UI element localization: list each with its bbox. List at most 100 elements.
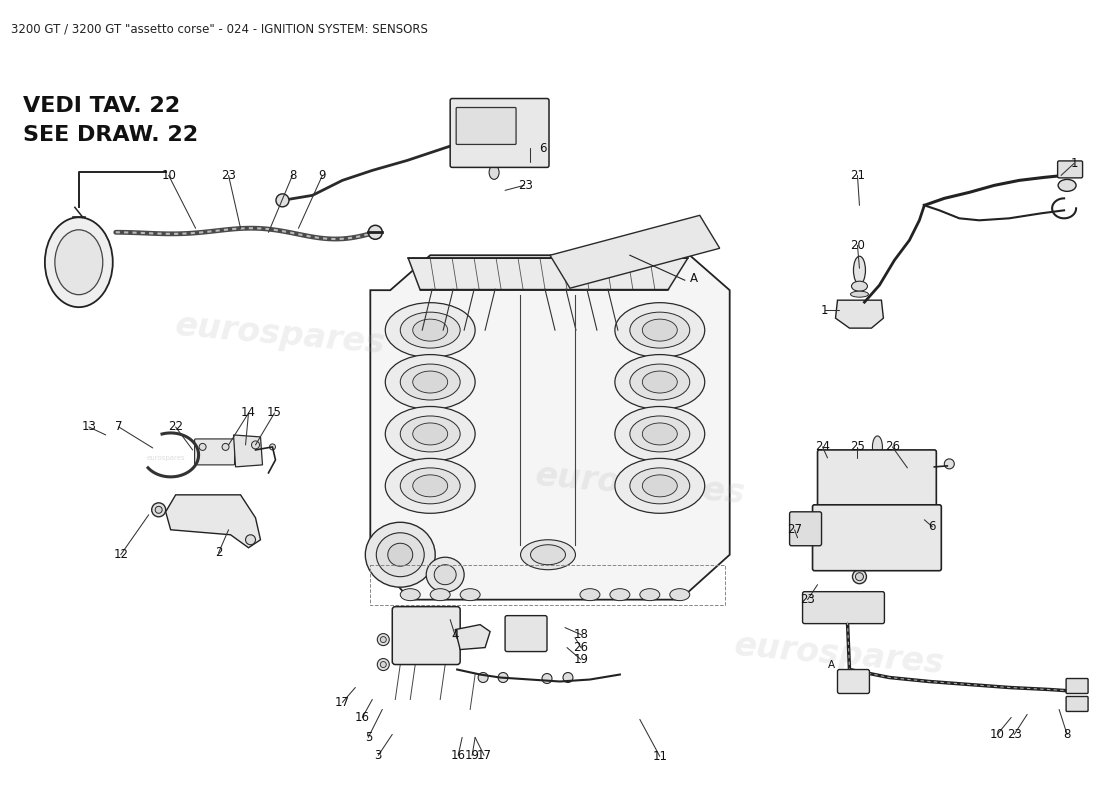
- Ellipse shape: [825, 547, 834, 556]
- Ellipse shape: [642, 475, 678, 497]
- Ellipse shape: [412, 371, 448, 393]
- Ellipse shape: [412, 475, 448, 497]
- Ellipse shape: [439, 624, 448, 631]
- FancyBboxPatch shape: [1066, 697, 1088, 711]
- Ellipse shape: [615, 406, 705, 462]
- Text: 1: 1: [821, 304, 828, 317]
- Ellipse shape: [439, 646, 448, 654]
- FancyBboxPatch shape: [837, 670, 869, 694]
- Ellipse shape: [1058, 179, 1076, 191]
- Text: 5: 5: [364, 731, 372, 744]
- FancyBboxPatch shape: [1066, 678, 1088, 694]
- Text: eurospares: eurospares: [733, 629, 946, 680]
- Ellipse shape: [542, 674, 552, 683]
- Ellipse shape: [245, 534, 255, 545]
- Ellipse shape: [404, 624, 411, 631]
- FancyBboxPatch shape: [790, 512, 822, 546]
- Ellipse shape: [803, 530, 808, 534]
- Text: VEDI TAV. 22: VEDI TAV. 22: [23, 95, 180, 115]
- Ellipse shape: [412, 319, 448, 341]
- Ellipse shape: [252, 441, 260, 449]
- Ellipse shape: [490, 166, 499, 179]
- Ellipse shape: [222, 443, 229, 450]
- Text: 1: 1: [1070, 157, 1078, 170]
- Text: 12: 12: [113, 548, 129, 562]
- Text: 19: 19: [464, 749, 480, 762]
- Ellipse shape: [630, 416, 690, 452]
- Text: 20: 20: [850, 238, 865, 252]
- Ellipse shape: [520, 540, 575, 570]
- Ellipse shape: [400, 468, 460, 504]
- Ellipse shape: [434, 565, 456, 585]
- FancyBboxPatch shape: [803, 592, 884, 624]
- Text: 8: 8: [1064, 728, 1070, 741]
- Text: eurospares: eurospares: [174, 310, 387, 361]
- Ellipse shape: [377, 658, 389, 670]
- Text: 11: 11: [652, 750, 668, 763]
- Ellipse shape: [630, 364, 690, 400]
- FancyBboxPatch shape: [817, 450, 936, 512]
- Ellipse shape: [376, 533, 425, 577]
- Ellipse shape: [563, 673, 573, 682]
- Ellipse shape: [852, 570, 867, 584]
- Text: 25: 25: [850, 441, 865, 454]
- Ellipse shape: [830, 487, 839, 496]
- Text: 3200 GT / 3200 GT "assetto corse" - 024 - IGNITION SYSTEM: SENSORS: 3200 GT / 3200 GT "assetto corse" - 024 …: [11, 22, 428, 36]
- Text: SEE DRAW. 22: SEE DRAW. 22: [23, 126, 198, 146]
- Ellipse shape: [199, 443, 206, 450]
- Ellipse shape: [1063, 182, 1071, 188]
- Ellipse shape: [365, 522, 436, 587]
- Ellipse shape: [944, 459, 955, 469]
- FancyBboxPatch shape: [450, 98, 549, 167]
- Text: 26: 26: [573, 641, 588, 654]
- Ellipse shape: [905, 487, 914, 496]
- Ellipse shape: [615, 354, 705, 410]
- Text: 14: 14: [241, 406, 256, 419]
- Ellipse shape: [857, 605, 862, 610]
- Polygon shape: [836, 300, 883, 328]
- Ellipse shape: [615, 458, 705, 514]
- Ellipse shape: [825, 519, 834, 528]
- Ellipse shape: [412, 423, 448, 445]
- Ellipse shape: [830, 462, 839, 471]
- Ellipse shape: [388, 543, 412, 566]
- Text: 8: 8: [289, 169, 296, 182]
- Ellipse shape: [377, 634, 389, 646]
- Ellipse shape: [530, 545, 565, 565]
- Ellipse shape: [872, 436, 882, 458]
- Polygon shape: [166, 495, 261, 548]
- Ellipse shape: [400, 312, 460, 348]
- Text: 3: 3: [375, 749, 382, 762]
- Ellipse shape: [816, 605, 823, 610]
- Ellipse shape: [910, 547, 918, 556]
- Ellipse shape: [609, 589, 630, 601]
- Ellipse shape: [642, 423, 678, 445]
- Text: 17: 17: [476, 749, 492, 762]
- Ellipse shape: [803, 519, 808, 524]
- Ellipse shape: [494, 135, 501, 142]
- Ellipse shape: [400, 589, 420, 601]
- Ellipse shape: [905, 462, 914, 471]
- FancyBboxPatch shape: [195, 439, 234, 465]
- Text: 21: 21: [850, 169, 865, 182]
- Ellipse shape: [460, 589, 480, 601]
- Ellipse shape: [276, 194, 289, 207]
- Text: 23: 23: [221, 169, 236, 182]
- Ellipse shape: [640, 589, 660, 601]
- Ellipse shape: [381, 637, 386, 642]
- Text: 17: 17: [334, 696, 350, 709]
- Text: 19: 19: [573, 653, 588, 666]
- Ellipse shape: [466, 135, 474, 142]
- Ellipse shape: [155, 506, 162, 514]
- Ellipse shape: [466, 115, 474, 122]
- Ellipse shape: [854, 256, 866, 284]
- Text: 9: 9: [319, 169, 326, 182]
- Text: 23: 23: [800, 593, 815, 606]
- Ellipse shape: [152, 503, 166, 517]
- Text: 15: 15: [267, 406, 282, 419]
- Text: 23: 23: [518, 179, 534, 192]
- Ellipse shape: [535, 114, 544, 131]
- Ellipse shape: [381, 662, 386, 667]
- Ellipse shape: [498, 673, 508, 682]
- Ellipse shape: [580, 589, 600, 601]
